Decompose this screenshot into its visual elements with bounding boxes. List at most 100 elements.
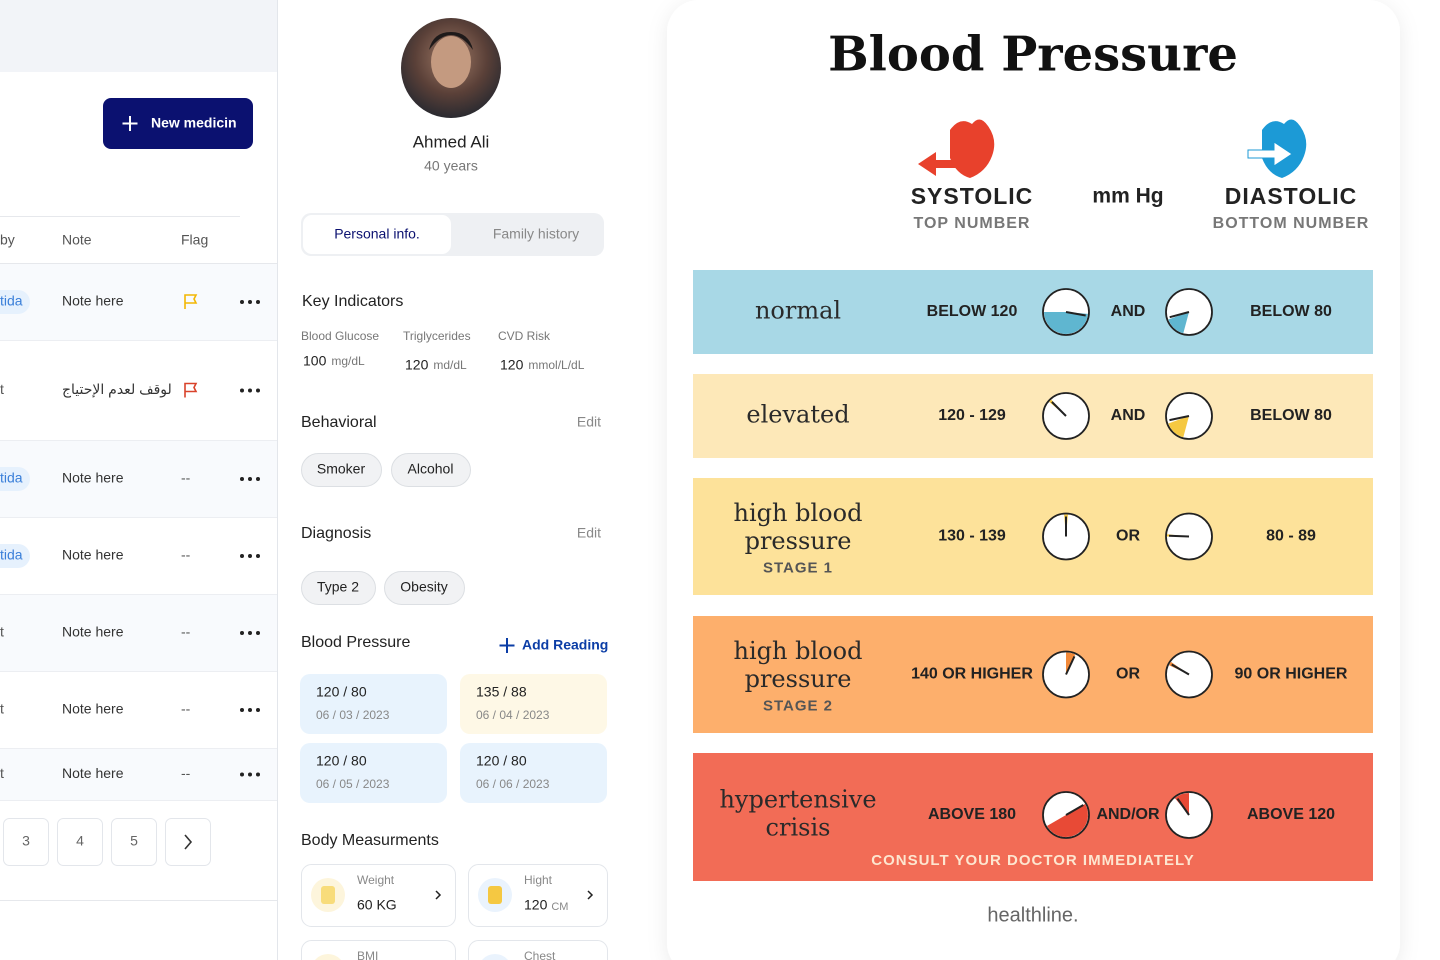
more-dot: [248, 554, 252, 558]
next-button[interactable]: [165, 818, 211, 866]
gauge-needle: [1169, 311, 1190, 319]
source-logo: healthline.: [987, 904, 1078, 926]
more-dot: [256, 708, 260, 712]
measure-label: BMI: [357, 949, 378, 960]
indicator-unit: mmol/L/dL: [528, 358, 584, 372]
arrow-icon: [918, 152, 960, 176]
stage-label: STAGE 2: [763, 697, 833, 714]
chip: [391, 453, 471, 487]
heart-icon: [950, 119, 995, 178]
category-band: [693, 478, 1373, 595]
page-number: 5: [130, 833, 138, 849]
column-header: Flag: [181, 232, 208, 248]
row-note: Note here: [62, 624, 124, 640]
plus-icon: [122, 116, 138, 131]
patient-name: Ahmed Ali: [413, 132, 490, 151]
gauge-wedge: [1046, 804, 1088, 837]
systolic-range: 130 - 139: [938, 528, 1006, 545]
measure-label: Chest: [524, 949, 556, 960]
reading-date: 06 / 04 / 2023: [476, 708, 550, 722]
category-band: [693, 616, 1373, 733]
more-dot: [240, 300, 244, 304]
measure-icon-bg: [482, 954, 508, 960]
chevron: [587, 890, 594, 900]
table-row: [0, 518, 277, 594]
measure-card: [468, 864, 608, 927]
indicator-label: Triglycerides: [403, 329, 471, 343]
gauge-needle: [1169, 415, 1190, 422]
page-button[interactable]: [111, 818, 157, 866]
table-row: [0, 595, 277, 671]
row-tag: t: [0, 701, 4, 717]
reading-value: 135 / 88: [476, 684, 527, 700]
page-number: 4: [76, 833, 84, 849]
row-flag: --: [181, 701, 191, 717]
gauge-needle: [1065, 655, 1076, 675]
measure-icon-bg: [315, 954, 341, 960]
column-header: by: [0, 232, 15, 248]
systolic-sub: TOP NUMBER: [914, 215, 1031, 232]
more-dot: [240, 772, 244, 777]
category-label: crisis: [766, 814, 831, 842]
tag-pill: [0, 467, 30, 491]
add-reading: Add Reading: [522, 637, 608, 653]
diastolic-label: DIASTOLIC: [1225, 183, 1358, 209]
reading-card: [460, 743, 607, 803]
gauge-needle: [1065, 804, 1084, 816]
indicator-unit: mg/dL: [331, 354, 365, 368]
indicator-unit: md/dL: [433, 358, 467, 372]
patient-age: 40 years: [424, 158, 478, 174]
button-label: New medicin: [151, 115, 237, 131]
new-medicine-button[interactable]: [103, 98, 253, 149]
indicator-value: 120: [405, 357, 429, 373]
infographic-title: Blood Pressure: [828, 27, 1238, 83]
category-label: pressure: [745, 527, 852, 555]
table-row: [0, 441, 277, 517]
gauge-needle: [1176, 798, 1190, 816]
flag-icon: [184, 294, 198, 309]
more-dot: [240, 631, 244, 635]
diastolic-range: BELOW 80: [1250, 407, 1332, 424]
indicator-label: CVD Risk: [498, 329, 551, 343]
row-tag: tida: [0, 293, 23, 309]
section-title: Blood Pressure: [301, 634, 410, 651]
tag-pill: [0, 544, 30, 568]
gauge-needle: [1171, 663, 1190, 676]
table-row: [0, 341, 277, 440]
measure-icon: [488, 886, 502, 904]
systolic-range: 120 - 129: [938, 407, 1006, 424]
plus-icon: [499, 638, 515, 653]
category-label: hypertensive: [719, 786, 876, 814]
chip-label: Type 2: [317, 579, 359, 595]
reading-card: [300, 674, 447, 734]
indicator-value: 120: [500, 357, 524, 373]
more-dot: [248, 388, 252, 393]
table-row: [0, 749, 277, 800]
chip: [301, 453, 382, 487]
more-dot: [256, 554, 260, 558]
table-row: [0, 264, 277, 340]
more-dot: [240, 388, 244, 393]
tab: Family history: [493, 226, 579, 242]
sidebar-header: [0, 0, 277, 72]
edit-link: Edit: [577, 525, 601, 541]
page-button[interactable]: [3, 818, 49, 866]
measure-card: [468, 940, 608, 960]
arrow-icon: [1247, 141, 1293, 167]
category-label: normal: [755, 297, 841, 325]
measure-label: Weight: [357, 873, 395, 887]
active-tab[interactable]: [303, 215, 451, 254]
row-note: Note here: [62, 701, 124, 717]
indicator-label: Blood Glucose: [301, 329, 379, 343]
row-tag: t: [0, 765, 4, 781]
page-button[interactable]: [57, 818, 103, 866]
chip: [384, 571, 465, 605]
gauge-needle: [1051, 401, 1067, 417]
row-tag: t: [0, 624, 4, 640]
tag-pill: [0, 290, 30, 314]
unit-label: mm Hg: [1092, 185, 1163, 208]
page-number: 3: [22, 833, 30, 849]
diastolic-range: 90 OR HIGHER: [1235, 666, 1348, 683]
row-tag: t: [0, 381, 4, 397]
